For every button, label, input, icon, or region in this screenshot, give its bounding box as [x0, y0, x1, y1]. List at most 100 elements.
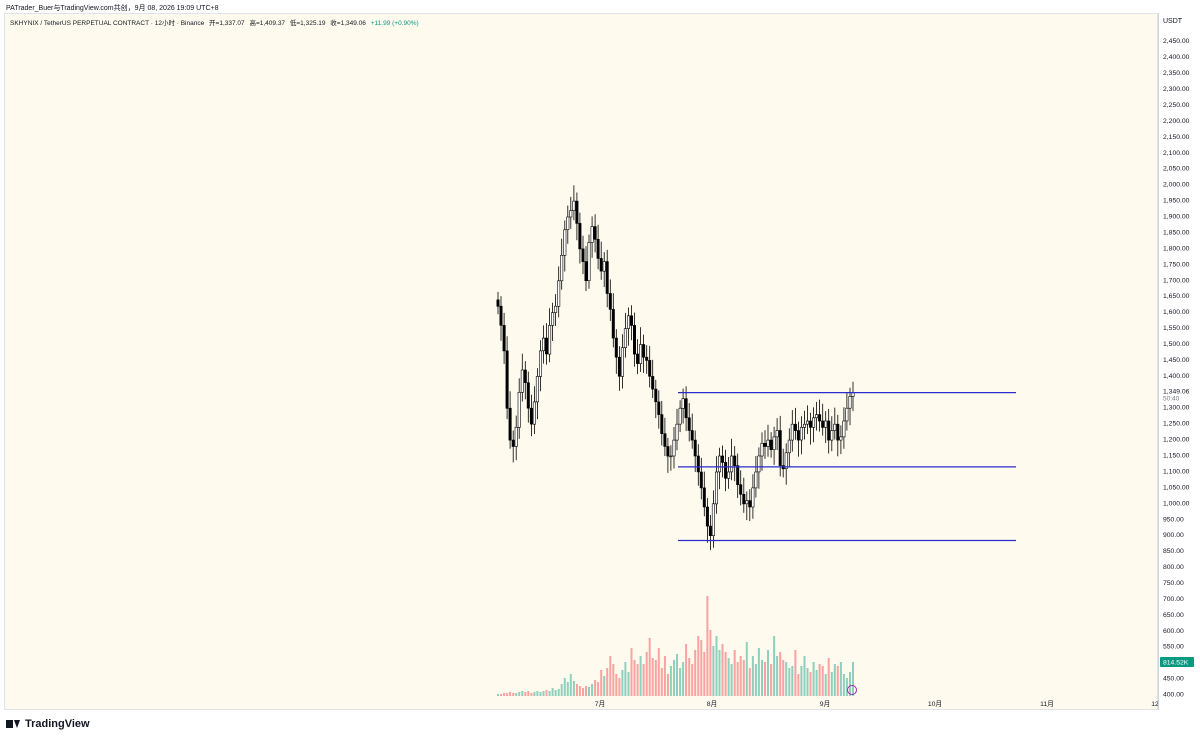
candle-body — [827, 420, 831, 441]
time-axis[interactable]: 7月 8月 9月 10月 11月 12 — [4, 697, 1158, 711]
volume-bar — [827, 658, 830, 696]
candle-body — [736, 465, 740, 486]
candle-body — [751, 487, 755, 508]
chart-pane[interactable] — [4, 13, 1158, 710]
candle-body — [748, 500, 752, 508]
change-value: +11.99 (+0.90%) — [370, 20, 419, 27]
price-tick-label: 650.00 — [1163, 612, 1184, 619]
candle-body — [754, 471, 758, 489]
volume-bar — [682, 662, 685, 696]
high-value: 高=1,409.37 — [249, 20, 286, 27]
volume-bar — [578, 686, 581, 696]
candle-body — [693, 439, 697, 457]
candle-body — [544, 337, 548, 355]
candle-body — [520, 369, 524, 393]
candle-body — [690, 430, 694, 441]
price-tick-label: 1,800.00 — [1163, 245, 1190, 252]
volume-bar — [818, 664, 821, 696]
volume-bar — [530, 693, 533, 696]
candle-body — [538, 350, 542, 377]
price-tick-label: 950.00 — [1163, 516, 1184, 523]
volume-bar — [542, 691, 545, 696]
candle-body — [836, 423, 840, 441]
time-tick-label: 8月 — [707, 700, 718, 708]
candle-body — [645, 356, 649, 361]
price-tick-label: 750.00 — [1163, 580, 1184, 587]
volume-bar — [524, 692, 527, 696]
volume-bar — [588, 687, 590, 696]
currency-label[interactable]: USDT — [1163, 18, 1183, 25]
candle-body — [730, 455, 734, 473]
volume-bar — [603, 676, 606, 696]
candle-body — [733, 455, 737, 466]
price-axis[interactable]: 2,450.00 2,400.00 2,350.00 2,300.00 2,250.00… — [1158, 13, 1200, 710]
candle-body — [657, 401, 661, 415]
volume-bar — [557, 689, 560, 696]
price-tick-label: 1,000.00 — [1163, 500, 1190, 507]
candle-body — [711, 503, 715, 536]
volume-bar — [639, 656, 642, 696]
candle-body — [821, 420, 825, 428]
volume-bar — [779, 652, 782, 696]
candle-body — [672, 439, 676, 457]
price-tick-label: 700.00 — [1163, 596, 1184, 603]
tradingview-logo[interactable]: TradingView — [6, 718, 90, 730]
last-price-label[interactable]: 1,349.06 — [1163, 389, 1190, 396]
candle-body — [496, 299, 500, 307]
volume-bar — [809, 672, 812, 696]
candle-body — [623, 328, 627, 349]
volume-bar — [676, 654, 678, 696]
volume-bar — [757, 648, 760, 696]
time-axis-scale[interactable]: 7月 8月 9月 10月 11月 12 — [4, 697, 1158, 711]
volume-bar — [566, 682, 569, 696]
candle-body — [636, 353, 640, 364]
candle-body — [790, 423, 794, 441]
volume-bar — [660, 668, 663, 696]
candle-body — [632, 325, 636, 355]
volume-bar — [609, 656, 612, 696]
volume-bar — [615, 674, 618, 696]
volume-bar — [539, 692, 542, 696]
volume-bar — [533, 692, 536, 696]
volume-bar — [669, 666, 672, 696]
volume-bar — [742, 660, 745, 696]
volume-bar — [797, 674, 800, 696]
volume-bar — [591, 684, 594, 696]
candle-body — [793, 423, 797, 431]
volume-bar — [815, 670, 818, 696]
candle-body — [815, 414, 819, 419]
volume-bar — [518, 692, 521, 696]
volume-bar — [739, 656, 742, 696]
volume-bar — [663, 656, 666, 696]
volume-bar — [536, 691, 539, 696]
publish-info: PATrader_Buer与TradingView.com共创，9月 08, 2… — [6, 5, 219, 12]
candle-body — [760, 442, 764, 457]
price-tick-label: 1,300.00 — [1163, 405, 1190, 412]
volume-bar — [785, 662, 788, 696]
volume-bar — [600, 670, 603, 696]
volume-bar — [833, 664, 836, 696]
candle-body — [745, 500, 749, 505]
candle-body — [696, 455, 700, 473]
volume-bar — [782, 660, 785, 696]
symbol-legend: SKHYNIX / TetherUS PERPETUAL CONTRACT · … — [10, 17, 422, 27]
price-axis-scale[interactable]: 2,450.00 2,400.00 2,350.00 2,300.00 2,250.00… — [1159, 13, 1200, 710]
price-tick-label: 1,700.00 — [1163, 277, 1190, 284]
candle-body — [551, 312, 555, 326]
alert-icon[interactable] — [847, 685, 857, 695]
volume-bar — [712, 646, 715, 696]
price-tick-label: 1,950.00 — [1163, 198, 1190, 205]
candle-body — [775, 430, 779, 438]
volume-bar — [727, 658, 730, 696]
candle-body — [830, 430, 834, 441]
bar-countdown-label: 50:40 — [1163, 396, 1180, 403]
price-tick-label: 2,150.00 — [1163, 134, 1190, 141]
candle-body — [757, 455, 761, 473]
price-tick-label: 1,200.00 — [1163, 437, 1190, 444]
price-tick-label: 1,050.00 — [1163, 484, 1190, 491]
price-chart[interactable] — [5, 14, 1159, 711]
volume-bar — [630, 648, 633, 696]
candle-body — [808, 420, 812, 428]
volume-bar — [748, 668, 751, 696]
symbol-name[interactable]: SKHYNIX / TetherUS PERPETUAL CONTRACT · … — [10, 20, 205, 27]
